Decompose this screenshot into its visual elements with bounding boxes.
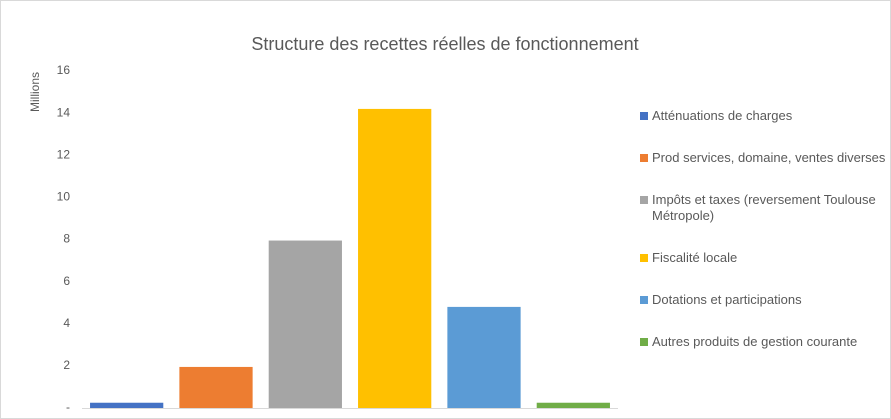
bar — [447, 306, 521, 408]
legend-item: Autres produits de gestion courante — [640, 334, 890, 350]
y-tick-label: - — [66, 400, 70, 414]
y-tick-label: 14 — [57, 105, 71, 119]
bar — [536, 402, 610, 408]
y-tick-label: 16 — [57, 63, 71, 77]
legend-label: Atténuations de charges — [652, 108, 793, 123]
legend-label: Dotations et participations — [652, 292, 802, 307]
legend: Atténuations de charges Prod services, do… — [640, 108, 890, 350]
bar — [179, 366, 253, 408]
y-tick-label: 2 — [63, 358, 70, 372]
legend-label: Prod services, domaine, ventes diverses — [652, 150, 886, 165]
y-tick-label: 8 — [63, 232, 70, 246]
chart-title: Structure des recettes réelles de foncti… — [251, 34, 638, 54]
bar — [268, 240, 342, 408]
bar — [90, 402, 164, 408]
legend-swatch — [640, 112, 648, 120]
legend-swatch — [640, 154, 648, 162]
legend-item: Impôts et taxes (reversement Toulouse Mé… — [640, 192, 890, 224]
legend-swatch — [640, 254, 648, 262]
bar — [358, 108, 432, 408]
legend-item: Fiscalité locale — [640, 250, 890, 266]
y-tick-label: 12 — [57, 147, 71, 161]
legend-label: Impôts et taxes (reversement Toulouse Mé… — [652, 192, 876, 223]
legend-label: Fiscalité locale — [652, 250, 738, 265]
legend-label: Autres produits de gestion courante — [652, 334, 858, 349]
y-axis-label: Millions — [28, 72, 42, 112]
y-tick-label: 6 — [63, 274, 70, 288]
y-tick-label: 10 — [57, 190, 71, 204]
legend-item: Dotations et participations — [640, 292, 890, 308]
legend-swatch — [640, 338, 648, 346]
legend-swatch — [640, 196, 648, 204]
legend-item: Prod services, domaine, ventes diverses — [640, 150, 890, 166]
legend-item: Atténuations de charges — [640, 108, 890, 124]
y-tick-label: 4 — [63, 316, 70, 330]
legend-swatch — [640, 296, 648, 304]
